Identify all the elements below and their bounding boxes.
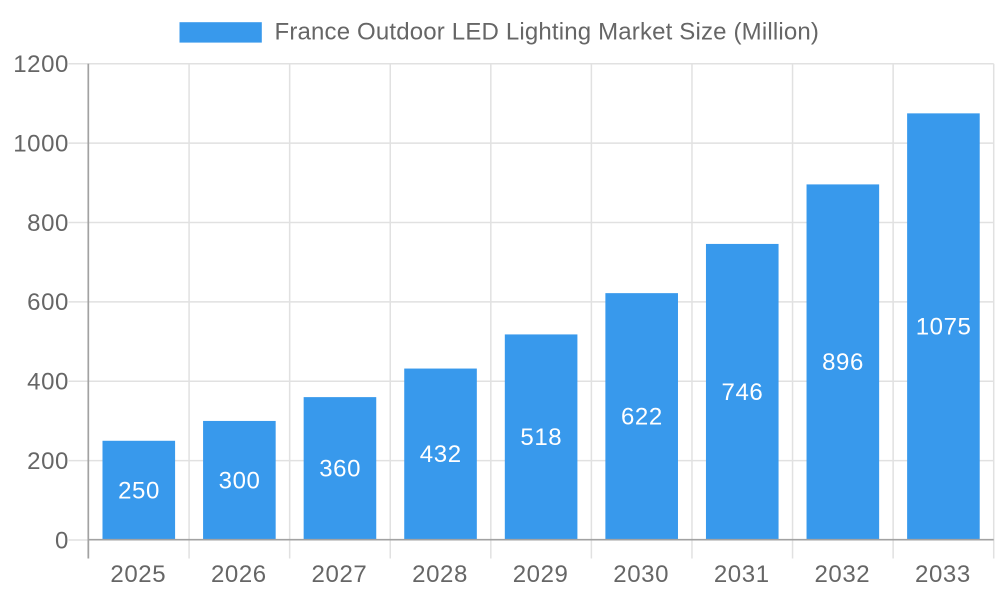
svg-text:2026: 2026: [211, 561, 267, 588]
svg-text:800: 800: [27, 210, 69, 237]
svg-text:2031: 2031: [714, 561, 770, 588]
svg-text:250: 250: [118, 477, 160, 504]
svg-text:2032: 2032: [814, 561, 870, 588]
svg-text:1075: 1075: [916, 314, 972, 341]
svg-text:2027: 2027: [312, 561, 368, 588]
svg-text:2028: 2028: [412, 561, 468, 588]
svg-text:2033: 2033: [915, 561, 971, 588]
svg-text:200: 200: [27, 448, 69, 475]
svg-text:1000: 1000: [13, 130, 69, 157]
svg-text:432: 432: [420, 441, 462, 468]
svg-text:0: 0: [55, 527, 69, 554]
svg-text:896: 896: [822, 349, 864, 376]
svg-text:360: 360: [319, 455, 361, 482]
svg-text:300: 300: [219, 467, 261, 494]
svg-text:600: 600: [27, 289, 69, 316]
svg-text:2029: 2029: [513, 561, 569, 588]
svg-text:France Outdoor LED Lighting Ma: France Outdoor LED Lighting Market Size …: [275, 19, 820, 46]
svg-text:1200: 1200: [13, 51, 69, 78]
svg-text:2030: 2030: [613, 561, 669, 588]
svg-text:400: 400: [27, 369, 69, 396]
svg-text:746: 746: [722, 379, 764, 406]
svg-text:518: 518: [520, 424, 562, 451]
svg-text:622: 622: [621, 403, 663, 430]
svg-text:2025: 2025: [110, 561, 166, 588]
